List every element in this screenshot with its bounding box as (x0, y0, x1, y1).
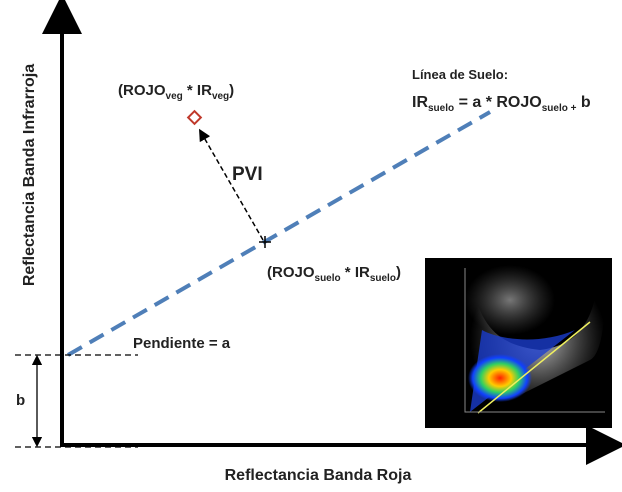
veg-point (188, 111, 201, 124)
y-axis-label: Reflectancia Banda Infrarroja (21, 64, 38, 286)
diagram: Reflectancia Banda Infrarroja Reflectanc… (0, 0, 622, 487)
veg-point-label: (ROJOveg * IRveg) (118, 82, 234, 102)
label-part: * IR (183, 82, 212, 99)
soil-point-label: (ROJOsuelo * IRsuelo) (267, 264, 401, 284)
subscript: veg (166, 91, 183, 102)
subscript: suelo (428, 103, 454, 114)
inset-image (425, 258, 612, 428)
soil-line-title: Línea de Suelo: (412, 67, 508, 82)
label-part: (ROJO (267, 264, 315, 281)
label-part: * IR (341, 264, 370, 281)
subscript: suelo + (542, 103, 577, 114)
label-part: (ROJO (118, 82, 166, 99)
slope-label: Pendiente = a (133, 335, 231, 352)
pvi-label: PVI (232, 164, 263, 185)
subscript: veg (212, 91, 229, 102)
subscript: suelo (315, 273, 341, 284)
pvi-arrow (202, 134, 263, 240)
label-part: IR (412, 94, 428, 111)
subscript: suelo (370, 273, 396, 284)
label-part: ) (396, 264, 401, 281)
label-part: b (576, 94, 590, 111)
label-part: = a * ROJO (454, 94, 542, 111)
x-axis-label: Reflectancia Banda Roja (225, 467, 412, 484)
label-part: ) (229, 82, 234, 99)
intercept-label: b (16, 392, 25, 409)
soil-line-equation: IRsuelo = a * ROJOsuelo + b (412, 94, 591, 114)
